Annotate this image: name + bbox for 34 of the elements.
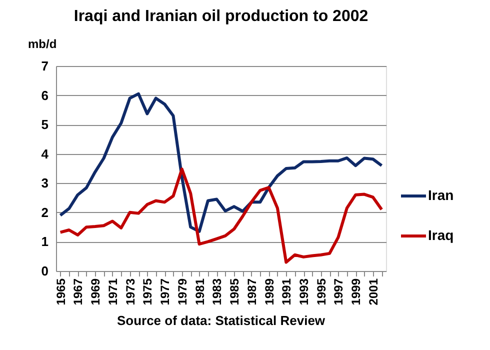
x-tick-label: 1987	[244, 278, 259, 306]
legend-label: Iran	[428, 187, 454, 203]
y-tick-label: 7	[41, 58, 48, 74]
y-tick-label: 0	[41, 264, 48, 278]
x-tick-label: 1997	[332, 278, 346, 306]
x-tick-label: 1973	[123, 278, 138, 306]
x-tick-label: 1995	[314, 278, 328, 306]
x-tick-label: 1977	[158, 278, 172, 306]
source-note: Source of data: Statistical Review	[116, 313, 326, 328]
x-tick-label: 1967	[71, 278, 86, 306]
line-series	[58, 92, 384, 233]
y-tick-label: 1	[41, 234, 48, 250]
x-tick-label: 1975	[140, 278, 155, 306]
x-tick-label: 1985	[228, 278, 242, 306]
legend-label: Iraq	[428, 227, 454, 243]
y-tick-label: 2	[41, 204, 48, 220]
x-tick-label: 1979	[175, 278, 190, 306]
y-tick-label: 4	[41, 146, 50, 162]
y-tick-label: 3	[41, 176, 48, 191]
x-tick-label: 1965	[54, 278, 68, 306]
line-series	[58, 168, 384, 264]
y-tick-label: 6	[41, 88, 48, 103]
x-tick-label: 1993	[297, 278, 311, 306]
x-tick-label: 1983	[210, 278, 224, 306]
x-tick-label: 1989	[262, 278, 276, 306]
x-tick-label: 1971	[106, 278, 120, 306]
x-tick-label: 2001	[366, 278, 380, 306]
x-tick-label: 1991	[280, 278, 294, 306]
y-axis-title: mb/d	[28, 37, 57, 51]
x-tick-label: 1969	[88, 278, 103, 306]
y-tick-label: 5	[41, 117, 48, 132]
x-tick-label: 1999	[349, 278, 364, 306]
x-tick-label: 1981	[192, 278, 207, 306]
chart-title: Iraqi and Iranian oil production to 2002	[74, 8, 368, 25]
